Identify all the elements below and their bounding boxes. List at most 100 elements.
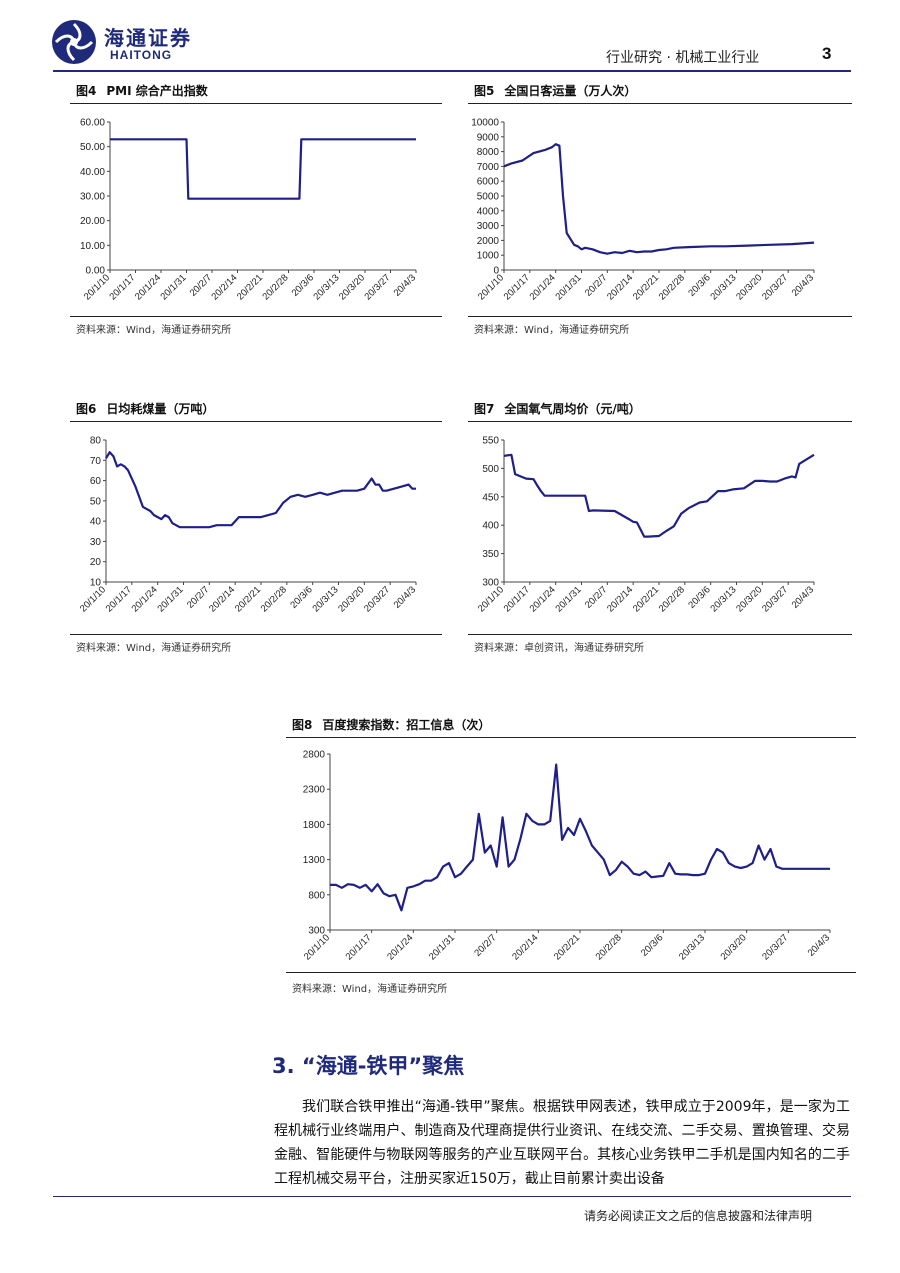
x-tick-label: 20/1/24 [385, 932, 415, 962]
y-tick-label: 4000 [477, 206, 500, 217]
y-tick-label: 20.00 [80, 216, 105, 227]
x-tick-label: 20/1/24 [133, 272, 163, 302]
y-tick-label: 70 [90, 456, 102, 467]
figure-source: 资料来源：卓创资讯，海通证券研究所 [474, 643, 644, 654]
x-tick-label: 20/1/24 [130, 584, 160, 614]
x-tick-label: 20/3/13 [708, 272, 738, 302]
y-tick-label: 1000 [477, 251, 500, 262]
x-tick-label: 20/1/24 [528, 584, 558, 614]
x-tick-label: 20/4/3 [392, 272, 418, 298]
x-tick-label: 20/1/10 [78, 584, 108, 614]
x-tick-label: 20/4/3 [392, 584, 418, 610]
x-tick-label: 20/3/20 [336, 584, 366, 614]
x-tick-label: 20/1/17 [104, 584, 134, 614]
y-tick-label: 8000 [477, 147, 500, 158]
x-tick-label: 20/3/27 [760, 932, 790, 962]
x-tick-label: 20/2/21 [233, 584, 263, 614]
section-body: 我们联合铁甲推出“海通-铁甲”聚焦。根据铁甲网表述，铁甲成立于2009年，是一家… [274, 1099, 850, 1187]
series-line [105, 451, 416, 529]
y-tick-label: 0.00 [86, 266, 106, 277]
x-tick-label: 20/3/20 [734, 584, 764, 614]
x-tick-label: 20/1/10 [82, 272, 112, 302]
x-tick-label: 20/2/28 [260, 272, 290, 302]
figure-4: 图4 PMI 综合产出指数 0.00 10.00 20.00 30.00 40.00 50.… [70, 76, 442, 341]
x-tick-label: 20/2/21 [235, 272, 265, 302]
x-tick-label: 20/3/13 [677, 932, 707, 962]
series-line [110, 138, 416, 200]
page-number: 3 [822, 44, 832, 63]
y-tick-label: 50 [90, 496, 102, 507]
x-tick-label: 20/1/31 [427, 932, 457, 962]
y-tick-label: 5000 [477, 192, 500, 203]
figure-source: 资料来源：Wind，海通证券研究所 [76, 325, 232, 336]
y-tick-label: 10 [90, 578, 102, 589]
source-rule [468, 634, 852, 635]
x-tick-label: 20/1/10 [476, 272, 506, 302]
y-tick-label: 60.00 [80, 118, 105, 129]
x-tick-label: 20/1/10 [302, 932, 332, 962]
header-rule [53, 70, 851, 72]
x-tick-label: 20/2/21 [631, 272, 661, 302]
caption-rule [70, 103, 442, 104]
y-tick-label: 6000 [477, 177, 500, 188]
source-rule [70, 316, 442, 317]
y-tick-label: 3000 [477, 221, 500, 232]
y-tick-label: 2800 [303, 750, 326, 761]
x-tick-label: 20/2/28 [657, 272, 687, 302]
figure-source: 资料来源：Wind，海通证券研究所 [76, 643, 232, 654]
x-tick-label: 20/3/27 [760, 584, 790, 614]
pmi-chart: 0.00 10.00 20.00 30.00 40.00 50.00 60.00 20/1/1… [80, 118, 418, 303]
y-tick-label: 40.00 [80, 167, 105, 178]
figure-7: 图7 全国氧气周均价（元/吨） 300 350 400 450 500 550 20/1/10… [468, 394, 852, 659]
x-tick-label: 20/1/31 [158, 272, 188, 302]
y-tick-label: 60 [90, 476, 102, 487]
x-tick-label: 20/1/24 [528, 272, 558, 302]
x-tick-label: 20/3/27 [362, 272, 392, 302]
y-tick-label: 30.00 [80, 192, 105, 203]
x-tick-label: 20/3/6 [639, 932, 665, 958]
y-tick-label: 1300 [303, 855, 326, 866]
logo-chinese-name: 海通证券 [104, 26, 192, 50]
x-tick-label: 20/3/20 [337, 272, 367, 302]
y-tick-label: 300 [482, 578, 499, 589]
figure-title: 图5 全国日客运量（万人次） [474, 84, 637, 98]
y-tick-label: 2000 [477, 236, 500, 247]
figure-title: 图7 全国氧气周均价（元/吨） [474, 402, 641, 416]
figure-5: 图5 全国日客运量（万人次） 0 1000 2000 3000 4000 5000 6000 7… [468, 76, 852, 341]
x-tick-label: 20/2/7 [472, 932, 498, 958]
x-tick-label: 20/1/10 [476, 584, 506, 614]
footer-disclaimer: 请务必阅读正文之后的信息披露和法律声明 [584, 1209, 813, 1223]
figure-source: 资料来源：Wind，海通证券研究所 [474, 325, 630, 336]
y-tick-label: 1800 [303, 820, 326, 831]
x-tick-label: 20/4/3 [790, 272, 816, 298]
x-tick-label: 20/2/21 [631, 584, 661, 614]
series-line [503, 143, 815, 255]
x-tick-label: 20/3/13 [708, 584, 738, 614]
caption-rule [468, 103, 852, 104]
source-rule [286, 972, 856, 973]
source-rule [468, 316, 852, 317]
x-tick-label: 20/2/28 [259, 584, 289, 614]
y-tick-label: 350 [482, 549, 499, 560]
y-tick-label: 50.00 [80, 142, 105, 153]
y-tick-label: 400 [482, 521, 499, 532]
y-tick-label: 30 [90, 537, 102, 548]
figure-6: 图6 日均耗煤量（万吨） 10 20 30 40 50 60 70 80 20/1/10 20/1/… [70, 394, 442, 659]
x-tick-label: 20/4/3 [790, 584, 816, 610]
y-tick-label: 20 [90, 557, 102, 568]
haitong-logo-icon [52, 20, 96, 64]
section-title: 3. “海通-铁甲”聚焦 [272, 1054, 465, 1078]
x-tick-label: 20/2/14 [207, 584, 237, 614]
caption-rule [70, 421, 442, 422]
footer-rule [53, 1196, 851, 1197]
passenger-chart: 0 1000 2000 3000 4000 5000 6000 7000 8000 9000 100… [471, 118, 816, 303]
logo-english-name: HAITONG [110, 48, 173, 62]
x-tick-label: 20/1/31 [553, 272, 583, 302]
x-tick-label: 20/2/14 [605, 272, 635, 302]
x-tick-label: 20/2/21 [552, 932, 582, 962]
page-header: 海通证券 HAITONG 行业研究 · 机械工业行业 3 [0, 0, 900, 75]
y-tick-label: 40 [90, 517, 102, 528]
y-tick-label: 10000 [471, 118, 499, 129]
source-rule [70, 634, 442, 635]
y-tick-label: 300 [308, 926, 325, 937]
